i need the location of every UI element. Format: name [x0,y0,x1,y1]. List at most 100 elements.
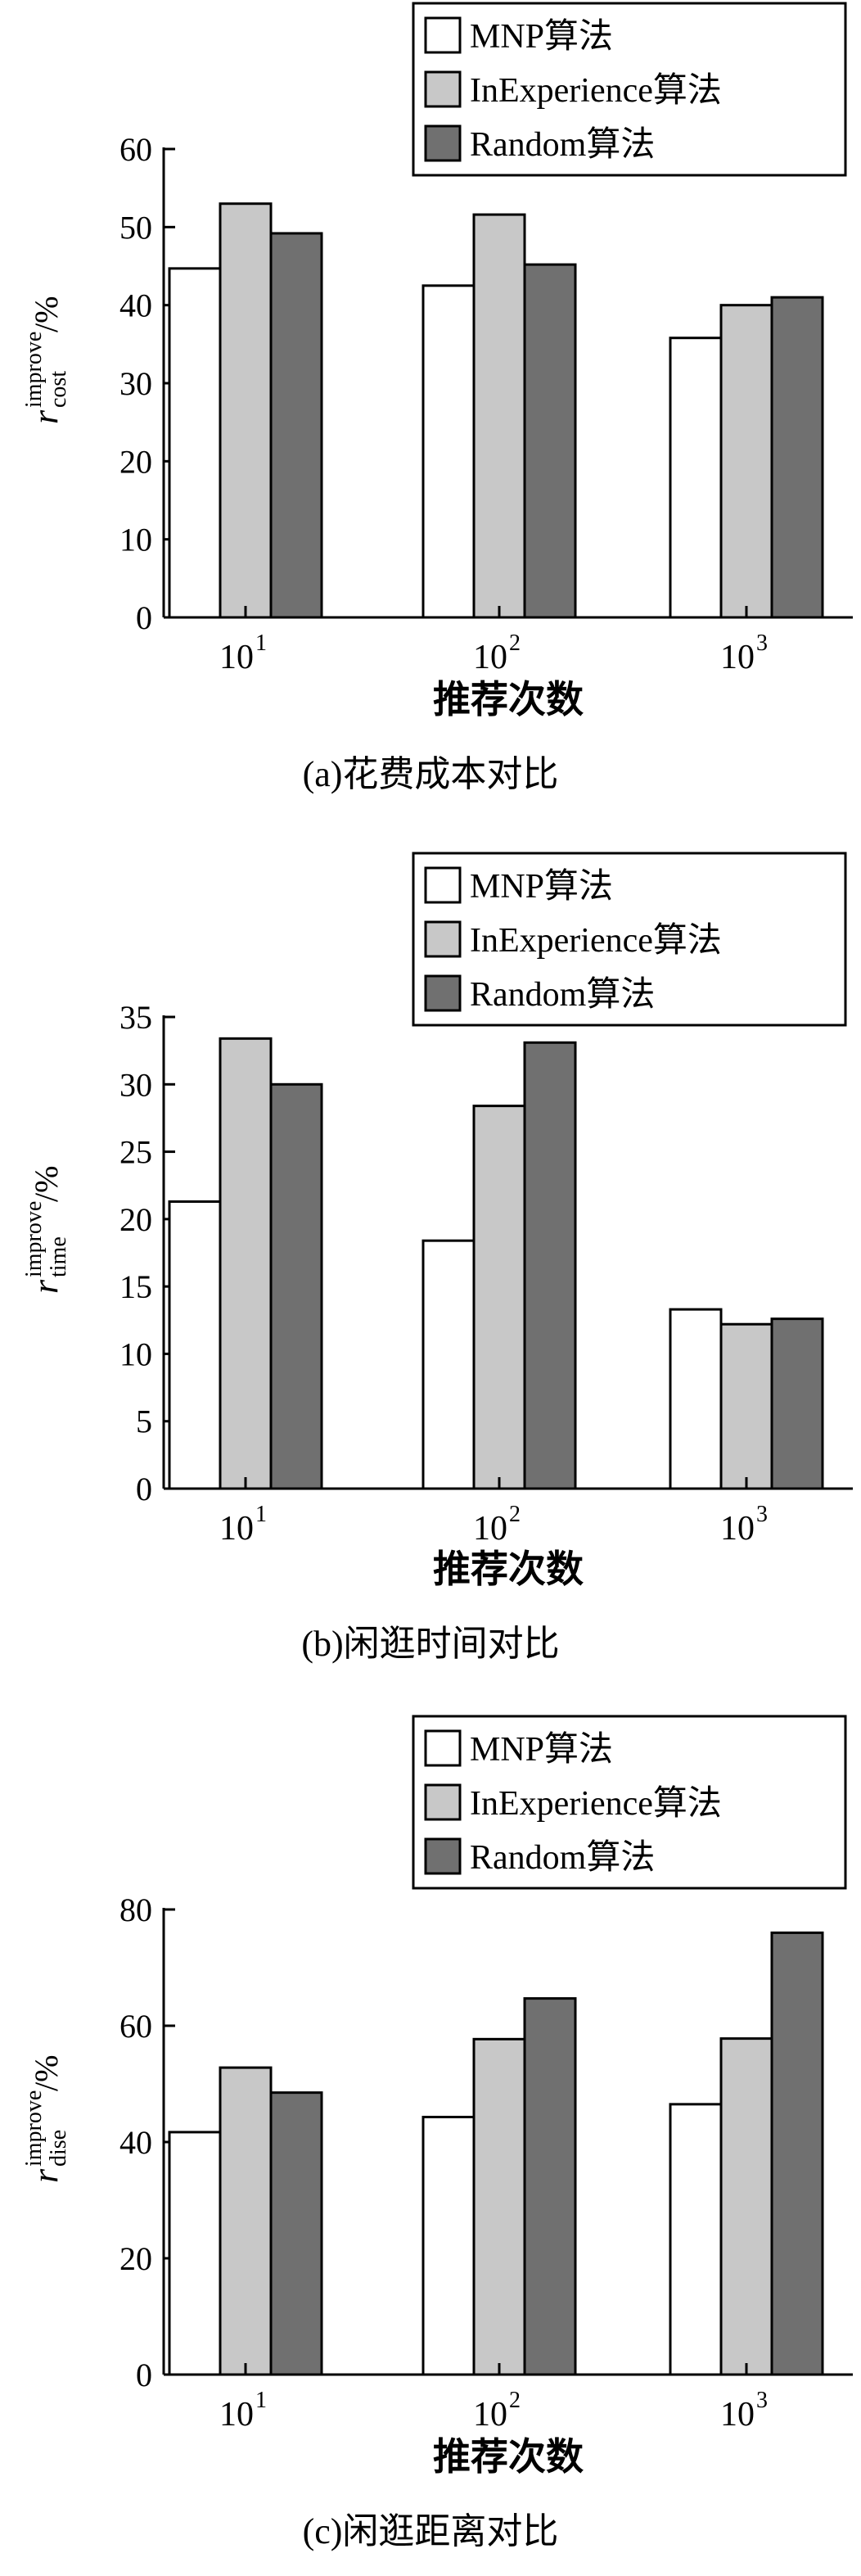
legend-swatch [424,124,462,162]
y-axis-label-symbol: r [25,2168,65,2183]
legend-swatch [424,1783,462,1821]
bar [219,2066,273,2376]
legend-label: MNP算法 [470,18,613,56]
y-tick-label: 10 [119,522,152,558]
bar [219,1037,273,1490]
x-axis-label: 推荐次数 [433,679,584,721]
x-tick-label: 10 2 [473,1502,521,1548]
y-axis-label-sup: improve [21,2090,47,2167]
x-axis-label: 推荐次数 [433,2436,584,2478]
legend: MNP算法 InExperience算法 Random算法 [412,852,847,1027]
y-axis-label-sub: dise [46,2130,71,2167]
legend-box [412,2,847,177]
y-axis-label-sup: improve [21,1201,47,1277]
y-tick-label: 50 [119,209,152,246]
x-tick-label-base: 10 [473,639,507,676]
y-tick-label: 30 [119,1066,152,1103]
legend: MNP算法 InExperience算法 Random算法 [412,1715,847,1890]
x-tick-label: 10 3 [720,1502,768,1548]
x-axis-label: 推荐次数 [433,1548,584,1590]
y-tick-label: 20 [119,443,152,480]
legend-swatch [424,70,462,108]
legend-label: Random算法 [470,976,655,1014]
x-tick-label-exponent: 3 [756,1502,768,1527]
legend-box [412,1715,847,1890]
y-tick-label: 5 [136,1403,152,1440]
y-tick-label: 60 [119,2008,152,2045]
chart-caption: (b)闲逛时间对比 [301,1624,559,1664]
bar [421,2115,476,2376]
x-tick-label-base: 10 [720,2396,755,2434]
x-tick-label: 10 1 [219,630,267,676]
y-tick-label: 0 [136,599,152,636]
bar [669,337,723,619]
y-axis-label-unit: /% [28,1166,65,1202]
bar [269,2091,323,2376]
y-tick-label: 15 [119,1268,152,1305]
bar [523,263,577,619]
y-axis-label-sub: time [46,1236,71,1277]
bar [168,2131,222,2376]
x-tick-label: 10 1 [219,2388,267,2434]
legend-swatch [424,974,462,1012]
chart-caption: (a)花费成本对比 [303,754,559,794]
legend-swatch [424,16,462,54]
y-tick-label: 0 [136,2357,152,2393]
y-axis-label-symbol: r [25,1279,65,1294]
y-axis-label-symbol: r [25,409,65,424]
x-tick-label-exponent: 1 [255,1502,267,1527]
y-axis-label-sup: improve [21,332,47,408]
legend-label: Random算法 [470,126,655,164]
x-tick-label-exponent: 2 [509,630,521,656]
x-tick-label-base: 10 [219,1510,254,1548]
bar [269,232,323,619]
legend-label: InExperience算法 [470,72,722,110]
y-tick-label: 40 [119,2124,152,2161]
legend-swatch [424,1729,462,1767]
x-tick-label-base: 10 [720,639,755,676]
x-tick-label-exponent: 2 [509,2388,521,2413]
bar [523,1041,577,1490]
x-tick-label-exponent: 1 [255,630,267,656]
y-tick-label: 30 [119,365,152,402]
bar [523,1997,577,2376]
x-tick-label: 10 3 [720,630,768,676]
bar [669,2103,723,2376]
bar [472,2037,526,2376]
x-tick-label-exponent: 3 [756,630,768,656]
x-tick-label-base: 10 [473,2396,507,2434]
bar [770,1931,824,2376]
y-tick-label: 25 [119,1134,152,1171]
chart-caption: (c)闲逛距离对比 [303,2511,559,2551]
y-tick-label: 80 [119,1891,152,1928]
y-axis-label-unit: /% [28,296,65,332]
y-axis-label: r improve time /% [21,1166,71,1294]
bar [669,1308,723,1490]
y-tick-label: 10 [119,1335,152,1372]
y-tick-label: 60 [119,131,152,168]
y-tick-label: 35 [119,999,152,1036]
legend-swatch [424,1837,462,1875]
bar [168,1200,222,1490]
y-tick-label: 40 [119,287,152,324]
bar [770,296,824,619]
bar [770,1317,824,1490]
x-tick-label-exponent: 3 [756,2388,768,2413]
y-axis-label-unit: /% [28,2055,65,2091]
x-tick-label: 10 1 [219,1502,267,1548]
legend-label: MNP算法 [470,1731,613,1769]
bar [219,202,273,619]
bar [269,1082,323,1490]
legend-label: InExperience算法 [470,1785,722,1823]
bar [719,1322,773,1490]
x-tick-label-base: 10 [219,639,254,676]
legend-swatch [424,866,462,904]
x-tick-label-exponent: 1 [255,2388,267,2413]
bar [719,304,773,619]
